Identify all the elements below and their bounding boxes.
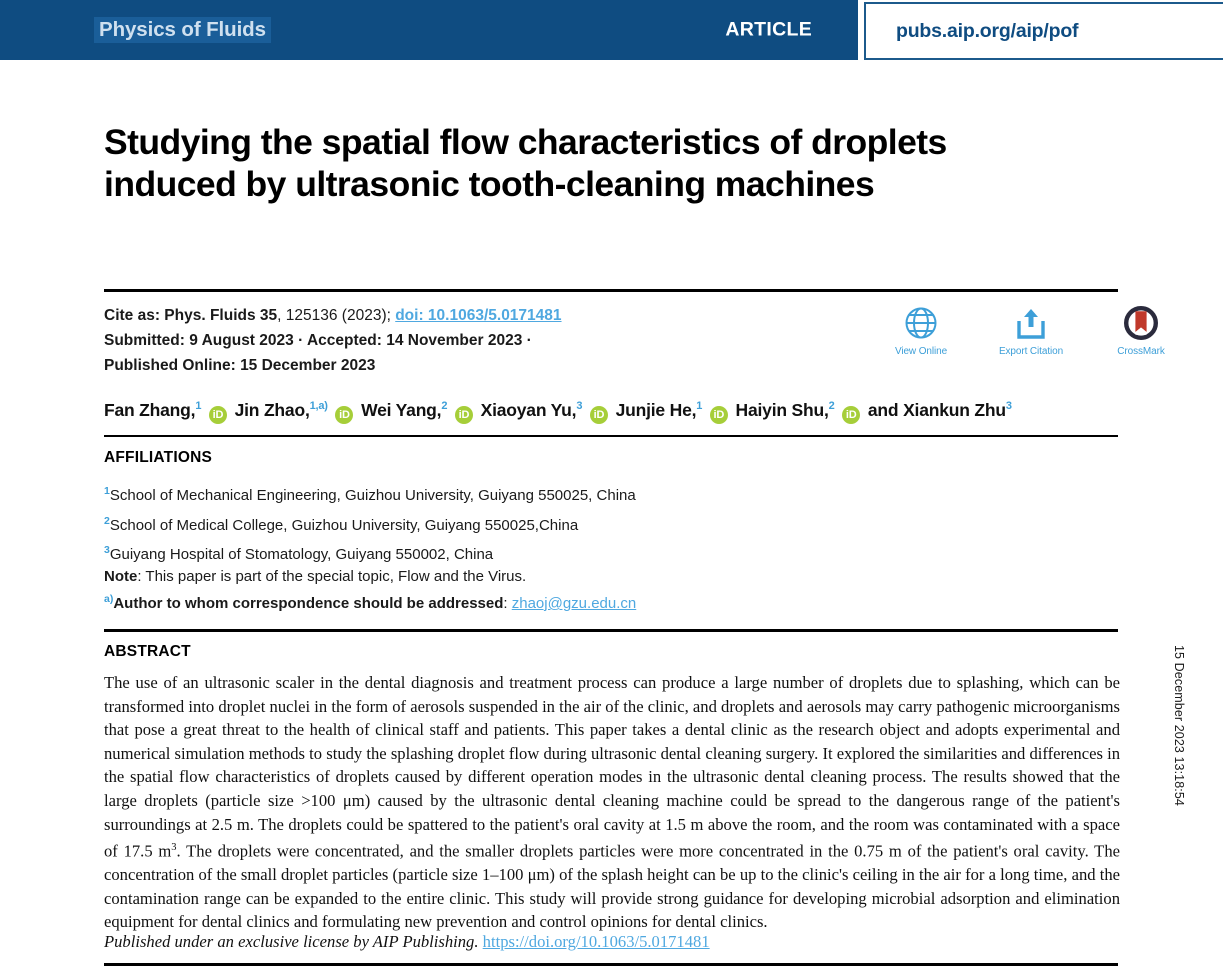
note-label: Note bbox=[104, 568, 138, 585]
doi-url-link[interactable]: https://doi.org/10.1063/5.0171481 bbox=[482, 932, 710, 951]
divider-above-citation bbox=[104, 289, 1118, 292]
author-item: Fan Zhang,1 bbox=[104, 400, 201, 420]
author-list: Fan Zhang,1 iD Jin Zhao,1,a) iD Wei Yang… bbox=[104, 400, 1118, 424]
affiliation-marker: 3 bbox=[104, 544, 110, 556]
page-title: Studying the spatial flow characteristic… bbox=[104, 122, 947, 204]
affiliation-marker: 2 bbox=[104, 514, 110, 527]
author-item: and Xiankun Zhu3 bbox=[868, 400, 1012, 420]
citation-line: Cite as: Phys. Fluids 35, 125136 (2023);… bbox=[104, 303, 804, 328]
affiliation-marker: 1 bbox=[104, 485, 110, 497]
article-type-label: ARTICLE bbox=[725, 18, 812, 41]
crossmark-icon bbox=[1124, 305, 1158, 341]
globe-icon bbox=[904, 305, 938, 341]
citation-block: Cite as: Phys. Fluids 35, 125136 (2023);… bbox=[104, 303, 804, 378]
divider-bottom bbox=[104, 963, 1118, 966]
crossmark-action[interactable]: CrossMark bbox=[1105, 305, 1177, 357]
author-name: Junjie He, bbox=[615, 400, 697, 420]
citation-prefix: Cite as: Phys. Fluids bbox=[104, 307, 260, 324]
author-name: Xiaoyan Yu, bbox=[480, 400, 577, 420]
author-affiliation-marker: 2 bbox=[441, 400, 448, 413]
affiliation-text: School of Medical College, Guizhou Unive… bbox=[109, 516, 579, 534]
corresponding-marker: a) bbox=[104, 593, 114, 605]
affiliations-list: 1School of Mechanical Engineering, Guizh… bbox=[104, 479, 1004, 568]
author-name: and Xiankun Zhu bbox=[867, 400, 1006, 420]
author-item: Jin Zhao,1,a) bbox=[235, 400, 328, 420]
affiliation-text: School of Mechanical Engineering, Guizho… bbox=[109, 487, 636, 504]
view-online-label: View Online bbox=[894, 346, 948, 357]
corresponding-separator: : bbox=[503, 595, 512, 612]
author-affiliation-marker: 3 bbox=[576, 400, 583, 413]
author-affiliation-marker: 1,a) bbox=[309, 400, 328, 413]
author-item: Xiaoyan Yu,3 bbox=[481, 400, 583, 420]
author-affiliation-marker: 3 bbox=[1005, 400, 1012, 413]
affiliation-item: 1School of Mechanical Engineering, Guizh… bbox=[104, 479, 1004, 509]
author-item: Junjie He,1 bbox=[616, 400, 703, 420]
orcid-icon[interactable]: iD bbox=[709, 406, 728, 424]
note-text: : This paper is part of the special topi… bbox=[137, 568, 527, 585]
author-name: Wei Yang, bbox=[361, 400, 442, 420]
note-block: Note: This paper is part of the special … bbox=[104, 566, 1004, 615]
author-name: Fan Zhang, bbox=[104, 400, 196, 420]
author-affiliation-marker: 1 bbox=[195, 400, 202, 413]
citation-article-number: , 125136 (2023); bbox=[277, 307, 396, 324]
affiliation-item: 3Guiyang Hospital of Stomatology, Guiyan… bbox=[104, 538, 1004, 568]
orcid-icon[interactable]: iD bbox=[454, 406, 473, 424]
abstract-superscript: 3 bbox=[171, 842, 177, 854]
license-line: Published under an exclusive license by … bbox=[104, 932, 710, 952]
doi-link[interactable]: doi: 10.1063/5.0171481 bbox=[395, 307, 562, 324]
page-header: Physics of Fluids ARTICLE bbox=[0, 0, 858, 60]
divider-below-authors bbox=[104, 435, 1118, 437]
crossmark-label: CrossMark bbox=[1117, 346, 1165, 357]
author-item: Haiyin Shu,2 bbox=[736, 400, 835, 420]
author-affiliation-marker: 1 bbox=[696, 400, 703, 413]
corresponding-author-note: a)Author to whom correspondence should b… bbox=[104, 588, 1004, 615]
orcid-icon[interactable]: iD bbox=[589, 406, 608, 424]
affiliations-heading: AFFILIATIONS bbox=[104, 449, 213, 466]
abstract-heading: ABSTRACT bbox=[104, 643, 191, 660]
download-timestamp: 15 December 2023 13:18:54 bbox=[1172, 645, 1186, 806]
export-icon bbox=[1015, 305, 1047, 341]
citation-published: Published Online: 15 December 2023 bbox=[104, 357, 376, 374]
view-online-action[interactable]: View Online bbox=[885, 305, 957, 357]
divider-above-abstract bbox=[104, 629, 1118, 632]
abstract-body: The use of an ultrasonic scaler in the d… bbox=[104, 671, 1120, 934]
license-text: Published under an exclusive license by … bbox=[104, 932, 479, 951]
author-affiliation-marker: 2 bbox=[828, 400, 835, 413]
export-citation-label: Export Citation bbox=[998, 346, 1064, 357]
export-citation-action[interactable]: Export Citation bbox=[995, 305, 1067, 357]
journal-name: Physics of Fluids bbox=[94, 16, 271, 44]
abstract-text-part-1: The use of an ultrasonic scaler in the d… bbox=[104, 673, 1120, 861]
orcid-icon[interactable]: iD bbox=[842, 406, 861, 424]
citation-submitted: Submitted: 9 August 2023 · Accepted: 14 … bbox=[104, 332, 532, 349]
citation-volume: 35 bbox=[259, 307, 278, 324]
affiliation-text: Guiyang Hospital of Stomatology, Guiyang… bbox=[109, 546, 494, 563]
abstract-text-part-2: . The droplets were concentrated, and th… bbox=[104, 841, 1120, 932]
orcid-icon[interactable]: iD bbox=[335, 406, 354, 424]
affiliation-item: 2School of Medical College, Guizhou Univ… bbox=[104, 509, 1004, 539]
corresponding-label: Author to whom correspondence should be … bbox=[113, 595, 504, 612]
special-topic-note: Note: This paper is part of the special … bbox=[104, 566, 1004, 588]
author-name: Haiyin Shu, bbox=[735, 400, 829, 420]
article-actions: View Online Export Citation bbox=[885, 305, 1177, 357]
author-item: Wei Yang,2 bbox=[361, 400, 447, 420]
corresponding-email-link[interactable]: zhaoj@gzu.edu.cn bbox=[511, 595, 637, 612]
publisher-url-box[interactable]: pubs.aip.org/aip/pof bbox=[864, 2, 1223, 60]
author-name: Jin Zhao, bbox=[234, 400, 310, 420]
publisher-url: pubs.aip.org/aip/pof bbox=[896, 19, 1079, 42]
orcid-icon[interactable]: iD bbox=[208, 406, 227, 424]
